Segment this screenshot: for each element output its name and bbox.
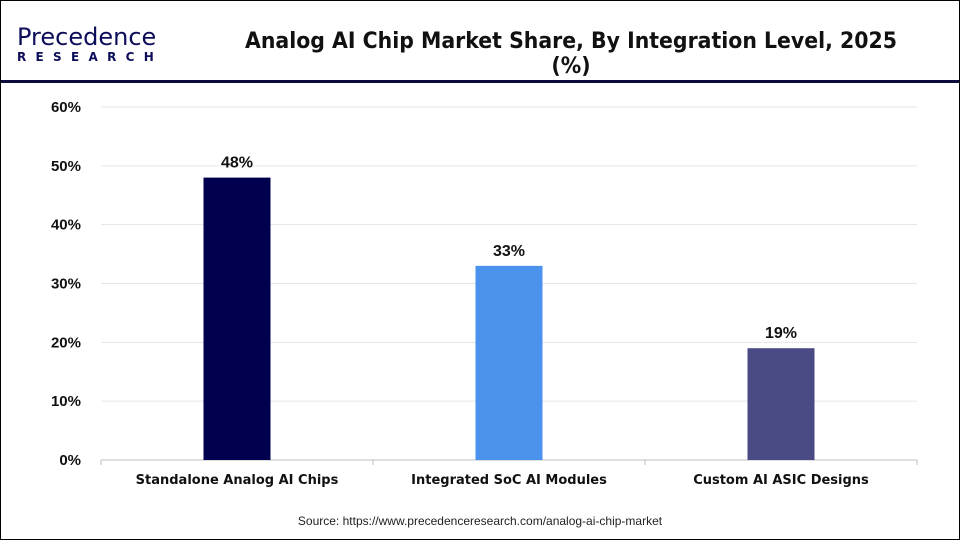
data-label: 48% bbox=[221, 155, 253, 172]
data-label: 19% bbox=[765, 325, 797, 342]
x-category-label: Custom AI ASIC Designs bbox=[693, 473, 869, 488]
y-tick-label: 0% bbox=[59, 452, 81, 469]
header: Precedence RESEARCH Analog AI Chip Marke… bbox=[1, 1, 959, 83]
source-note: Source: https://www.precedenceresearch.c… bbox=[297, 514, 663, 528]
y-tick-label: 60% bbox=[51, 99, 81, 116]
chart-title: Analog AI Chip Market Share, By Integrat… bbox=[244, 29, 897, 79]
logo-main: Precedence bbox=[17, 23, 157, 51]
y-tick-label: 50% bbox=[51, 158, 81, 175]
bar bbox=[475, 265, 543, 460]
logo-sub: RESEARCH bbox=[17, 50, 164, 64]
x-category-label: Integrated SoC AI Modules bbox=[411, 473, 607, 488]
x-category-label: Standalone Analog AI Chips bbox=[136, 473, 339, 488]
y-tick-label: 10% bbox=[51, 393, 81, 410]
y-tick-label: 20% bbox=[51, 334, 81, 351]
bar bbox=[203, 177, 271, 460]
data-label: 33% bbox=[493, 243, 525, 260]
logo: Precedence RESEARCH bbox=[17, 25, 163, 64]
bar bbox=[747, 348, 815, 460]
y-tick-label: 30% bbox=[51, 276, 81, 293]
y-tick-label: 40% bbox=[51, 217, 81, 234]
